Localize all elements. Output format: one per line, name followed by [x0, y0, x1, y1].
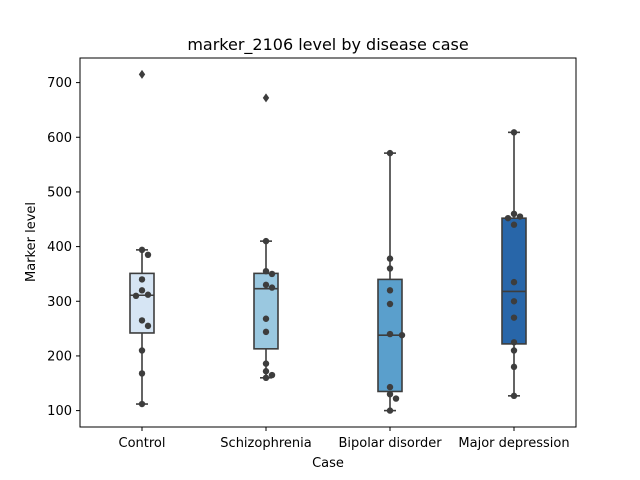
- data-point: [138, 317, 146, 324]
- data-point: [386, 287, 394, 294]
- data-point: [510, 363, 518, 371]
- x-tick-label: Schizophrenia: [220, 436, 311, 451]
- data-point: [144, 291, 152, 298]
- data-point: [268, 371, 276, 379]
- data-point: [132, 292, 140, 299]
- data-point: [386, 391, 394, 398]
- plot-area: [129, 69, 527, 414]
- y-tick-label: 600: [47, 131, 72, 146]
- data-point: [510, 298, 518, 305]
- data-point: [386, 383, 394, 391]
- data-point: [510, 221, 518, 228]
- data-point: [386, 407, 394, 414]
- data-point: [262, 360, 270, 367]
- chart-title: marker_2106 level by disease case: [187, 35, 468, 55]
- data-point: [262, 315, 270, 322]
- data-point: [510, 347, 518, 354]
- data-point: [144, 322, 152, 330]
- x-tick-label: Major depression: [458, 436, 569, 451]
- box-group-1: [253, 93, 279, 381]
- data-point: [138, 370, 146, 377]
- data-point: [268, 270, 276, 278]
- x-axis-label: Case: [312, 456, 344, 471]
- data-point: [144, 251, 152, 258]
- data-point: [386, 300, 394, 308]
- y-tick-label: 500: [47, 185, 72, 200]
- y-axis: 100 200 300 400 500 600 700: [47, 76, 80, 419]
- data-point: [262, 237, 270, 245]
- data-point: [516, 213, 524, 220]
- data-point: [510, 278, 518, 286]
- y-tick-label: 200: [47, 349, 72, 364]
- y-tick-label: 300: [47, 295, 72, 310]
- outlier-point: [262, 93, 270, 103]
- data-point: [386, 149, 394, 157]
- y-tick-label: 400: [47, 240, 72, 255]
- box-group-3: [501, 129, 527, 400]
- data-point: [398, 331, 406, 339]
- data-point: [262, 328, 270, 336]
- outlier-point: [138, 69, 146, 79]
- x-tick-label: Control: [119, 436, 166, 451]
- data-point: [138, 400, 146, 408]
- box-group-0: [129, 69, 155, 408]
- data-point: [386, 330, 394, 338]
- data-point: [504, 214, 512, 222]
- box-group-2: [377, 149, 406, 414]
- data-point: [262, 281, 270, 289]
- data-point: [392, 395, 400, 402]
- data-point: [268, 284, 276, 291]
- data-point: [510, 392, 518, 400]
- data-point: [262, 268, 270, 275]
- data-point: [138, 287, 146, 294]
- data-point: [510, 339, 518, 346]
- plot-frame: [79, 57, 577, 428]
- data-point: [138, 276, 146, 283]
- data-point: [262, 368, 270, 375]
- data-point: [510, 210, 518, 217]
- y-axis-label: Marker level: [24, 202, 39, 282]
- data-point: [510, 129, 518, 136]
- data-point: [510, 314, 518, 321]
- data-point: [386, 265, 394, 272]
- data-point: [138, 246, 146, 254]
- x-axis: Control Schizophrenia Bipolar disorder Majo…: [119, 427, 570, 451]
- data-point: [138, 347, 146, 354]
- x-tick-label: Bipolar disorder: [338, 436, 442, 451]
- y-tick-label: 700: [47, 76, 72, 91]
- y-tick-label: 100: [47, 404, 72, 419]
- data-point: [386, 255, 394, 262]
- data-point: [262, 374, 270, 381]
